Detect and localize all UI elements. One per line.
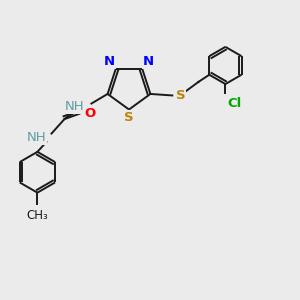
Text: NH: NH (65, 100, 85, 113)
Text: N: N (143, 55, 154, 68)
Text: Cl: Cl (227, 97, 241, 110)
Text: O: O (84, 107, 95, 120)
Text: NH: NH (27, 131, 46, 144)
Text: N: N (104, 55, 115, 68)
Text: S: S (176, 89, 185, 102)
Text: S: S (124, 111, 134, 124)
Text: CH₃: CH₃ (26, 209, 48, 222)
